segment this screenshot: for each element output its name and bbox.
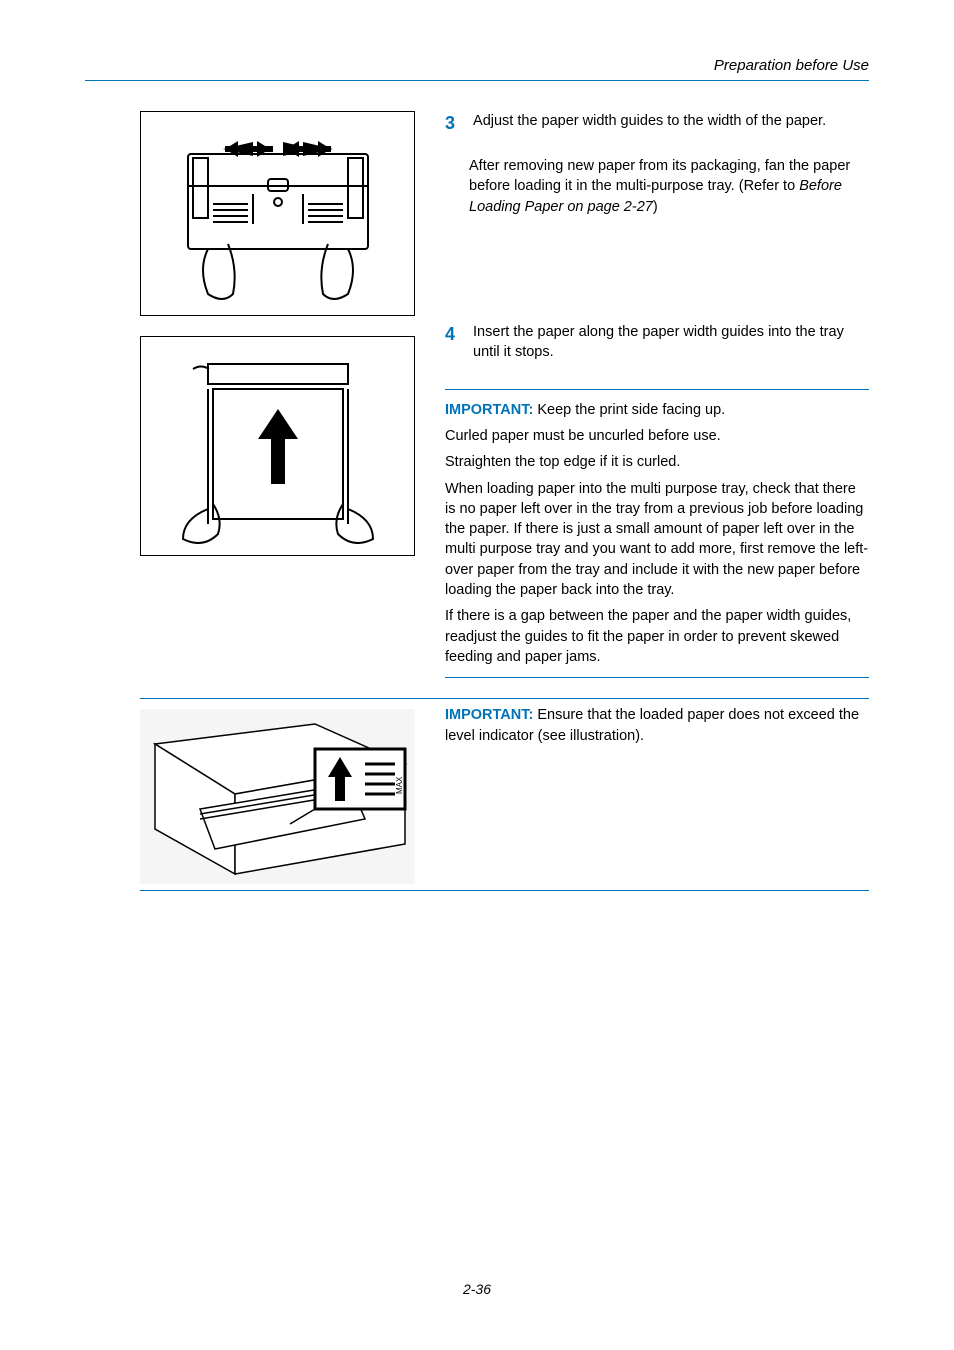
illustration-insert-paper bbox=[140, 336, 415, 556]
important-line-3: Straighten the top edge if it is curled. bbox=[445, 452, 869, 472]
text-column: 3 Adjust the paper width guides to the w… bbox=[445, 111, 869, 678]
illustration-column bbox=[85, 111, 415, 556]
important-line-4: When loading paper into the multi purpos… bbox=[445, 479, 869, 601]
important-line-1: IMPORTANT: Keep the print side facing up… bbox=[445, 400, 869, 420]
important-bottom-rule bbox=[445, 677, 869, 678]
important-label: IMPORTANT: bbox=[445, 402, 533, 418]
header-rule bbox=[85, 80, 869, 81]
important-line-2: Curled paper must be uncurled before use… bbox=[445, 426, 869, 446]
important-line-5: If there is a gap between the paper and … bbox=[445, 606, 869, 667]
step-number: 4 bbox=[445, 322, 469, 347]
illustration-column: MAX bbox=[85, 709, 415, 884]
level-indicator-svg: MAX bbox=[140, 709, 415, 884]
important-text: Keep the print side facing up. bbox=[533, 402, 725, 418]
step-text: Adjust the paper width guides to the wid… bbox=[473, 111, 867, 131]
step-text: Insert the paper along the paper width g… bbox=[473, 322, 867, 363]
important-2: IMPORTANT: Ensure that the loaded paper … bbox=[445, 705, 869, 746]
page-footer: 2-36 bbox=[0, 1280, 954, 1300]
level-indicator-section: MAX IMPORTANT: Ensure that the loaded pa… bbox=[85, 698, 869, 891]
page: Preparation before Use bbox=[0, 0, 954, 1350]
step-number: 3 bbox=[445, 111, 469, 136]
important-label: IMPORTANT: bbox=[445, 707, 533, 723]
running-header: Preparation before Use bbox=[85, 55, 869, 76]
text-column: IMPORTANT: Ensure that the loaded paper … bbox=[445, 705, 869, 884]
note-text: After removing new paper from its packag… bbox=[469, 158, 850, 194]
svg-text:MAX: MAX bbox=[395, 776, 404, 794]
section-bottom-rule bbox=[140, 890, 869, 891]
step-3-row: 3 Adjust the paper width guides to the w… bbox=[85, 111, 869, 678]
step-3: 3 Adjust the paper width guides to the w… bbox=[445, 111, 869, 136]
step-3-note: After removing new paper from its packag… bbox=[469, 156, 869, 217]
illustration-level-indicator: MAX bbox=[140, 709, 415, 884]
illustration-adjust-guides bbox=[140, 111, 415, 316]
tray-guides-svg bbox=[153, 124, 403, 304]
insert-paper-svg bbox=[153, 349, 403, 544]
important-top-rule bbox=[445, 389, 869, 390]
section-top-rule bbox=[140, 698, 869, 699]
note-close: ) bbox=[653, 199, 658, 215]
important-block-1: IMPORTANT: Keep the print side facing up… bbox=[445, 400, 869, 668]
content-area: 3 Adjust the paper width guides to the w… bbox=[85, 111, 869, 891]
step-4: 4 Insert the paper along the paper width… bbox=[445, 322, 869, 363]
